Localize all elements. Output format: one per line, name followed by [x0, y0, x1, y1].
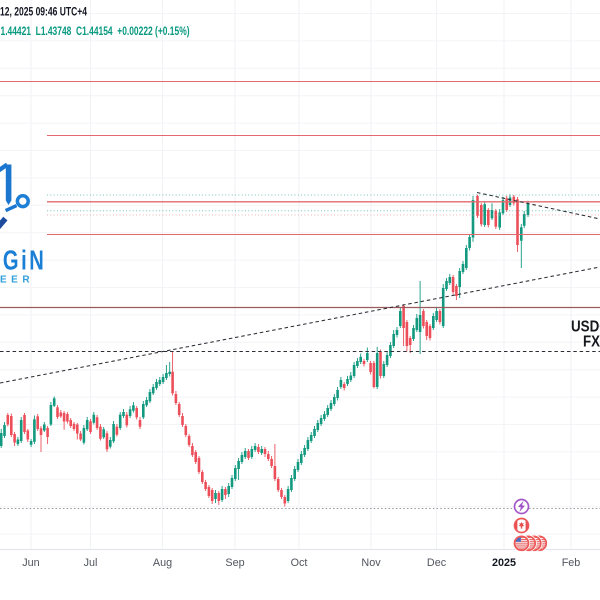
svg-text:USDC: USDC [571, 319, 600, 336]
svg-text:Feb: Feb [562, 557, 581, 569]
svg-text:FX: FX [583, 334, 600, 351]
svg-text:2025: 2025 [492, 557, 516, 569]
svg-text:Dec: Dec [427, 557, 447, 569]
svg-text:OGiN: OGiN [0, 245, 46, 276]
svg-text:Jun: Jun [22, 557, 39, 569]
svg-text:Aug: Aug [153, 557, 172, 569]
svg-text:Jul: Jul [84, 557, 98, 569]
svg-text:EER: EER [0, 274, 34, 285]
svg-text:Sep: Sep [225, 557, 244, 569]
svg-text:1.44421 L1.43748 C1.44154 +: 1.44421 L1.43748 C1.44154 +0.00222 (+0.1… [1, 24, 190, 38]
svg-text:12, 2025 09:46 UTC+4: 12, 2025 09:46 UTC+4 [0, 4, 87, 18]
svg-text:Oct: Oct [291, 557, 308, 569]
svg-text:Nov: Nov [361, 557, 381, 569]
